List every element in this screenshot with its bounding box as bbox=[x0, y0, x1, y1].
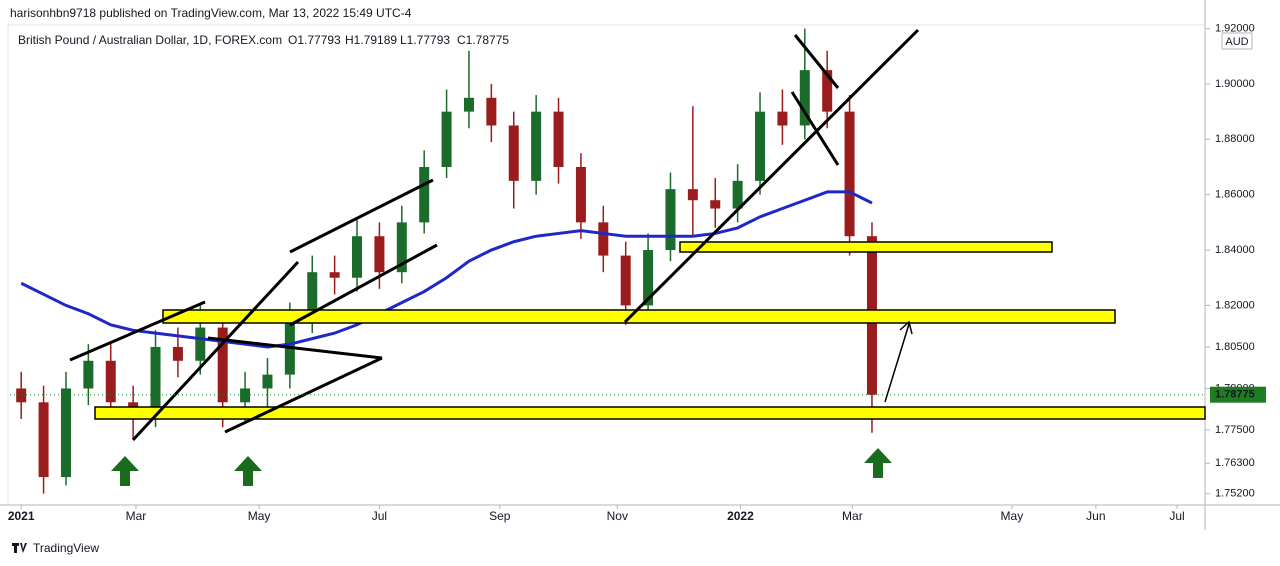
y-tick-label: 1.86000 bbox=[1215, 189, 1255, 201]
candle-body bbox=[441, 111, 452, 168]
trend-line bbox=[289, 178, 434, 254]
low: L1.77793 bbox=[400, 33, 450, 47]
last-price-label: 1.78775 bbox=[1215, 389, 1255, 401]
symbol: British Pound / Australian Dollar, 1D, F… bbox=[18, 33, 282, 47]
candle-body bbox=[38, 402, 49, 478]
trend-line bbox=[623, 28, 920, 324]
up-arrow bbox=[111, 456, 139, 486]
candle-body bbox=[16, 388, 27, 403]
y-tick-label: 1.92000 bbox=[1215, 23, 1255, 35]
candle-body bbox=[307, 272, 318, 320]
x-tick-label: May bbox=[248, 509, 271, 523]
candle-body bbox=[396, 222, 407, 273]
up-arrow bbox=[864, 448, 892, 478]
zone bbox=[94, 406, 1206, 420]
currency: AUD bbox=[1225, 36, 1248, 48]
x-tick-label: Nov bbox=[607, 509, 628, 523]
candle-body bbox=[329, 272, 340, 278]
candle-body bbox=[844, 111, 855, 237]
y-tick-label: 1.82000 bbox=[1215, 299, 1255, 311]
publisher: harisonhbn9718 published on TradingView.… bbox=[10, 6, 412, 20]
logo bbox=[12, 543, 27, 553]
candle-body bbox=[822, 70, 833, 112]
brand: TradingView bbox=[33, 541, 99, 555]
close: C1.78775 bbox=[457, 33, 509, 47]
candle-body bbox=[620, 255, 631, 306]
currency-box bbox=[1221, 32, 1253, 50]
plot-frame bbox=[7, 24, 1206, 506]
trend-line bbox=[790, 91, 840, 166]
zone bbox=[679, 241, 1053, 253]
x-tick-label: May bbox=[1001, 509, 1024, 523]
candle-body bbox=[755, 111, 766, 181]
candle-body bbox=[463, 97, 474, 112]
candle-body bbox=[799, 70, 810, 126]
candle-body bbox=[150, 346, 161, 417]
up-arrow bbox=[234, 456, 262, 486]
trend-line bbox=[793, 34, 840, 89]
y-tick-label: 1.75200 bbox=[1215, 488, 1255, 500]
y-tick-label: 1.84000 bbox=[1215, 244, 1255, 256]
candle-body bbox=[262, 374, 273, 389]
candle-body bbox=[508, 125, 519, 181]
candle-body bbox=[195, 327, 206, 361]
candle-body bbox=[777, 111, 788, 126]
candle-body bbox=[710, 200, 721, 209]
trend-line bbox=[289, 243, 438, 327]
trend-line bbox=[69, 300, 206, 362]
trend-line bbox=[131, 260, 300, 442]
x-tick-label: Mar bbox=[842, 509, 863, 523]
open: O1.77793 bbox=[288, 33, 341, 47]
high: H1.79189 bbox=[345, 33, 397, 47]
arrow bbox=[884, 320, 913, 403]
candle-body bbox=[217, 327, 228, 403]
candle-body bbox=[352, 236, 363, 278]
candle-body bbox=[665, 189, 676, 251]
trend-line bbox=[207, 336, 383, 360]
candle-body bbox=[419, 167, 430, 223]
y-tick-label: 1.80500 bbox=[1215, 341, 1255, 353]
y-tick-label: 1.76300 bbox=[1215, 457, 1255, 469]
x-tick-label: Jun bbox=[1086, 509, 1105, 523]
x-tick-label: 2021 bbox=[8, 509, 35, 523]
last-price-box bbox=[1210, 386, 1266, 403]
y-tick-label: 1.90000 bbox=[1215, 78, 1255, 90]
candle-body bbox=[643, 250, 654, 306]
y-tick-label: 1.77500 bbox=[1215, 424, 1255, 436]
drawings bbox=[69, 28, 1206, 442]
x-tick-label: Mar bbox=[126, 509, 147, 523]
candle-body bbox=[105, 360, 116, 403]
candle-body bbox=[575, 167, 586, 223]
candle-body bbox=[486, 97, 497, 126]
up-arrows bbox=[111, 448, 892, 486]
candle-body bbox=[83, 360, 94, 389]
x-tick-label: Sep bbox=[489, 509, 511, 523]
trend-line bbox=[224, 356, 383, 434]
candle-body bbox=[531, 111, 542, 181]
x-tick-label: Jul bbox=[372, 509, 387, 523]
x-tick-label: Jul bbox=[1169, 509, 1184, 523]
x-tick-label: 2022 bbox=[727, 509, 754, 523]
candle-body bbox=[374, 236, 385, 273]
moving-average bbox=[20, 190, 873, 349]
candle-body bbox=[553, 111, 564, 168]
candle-body bbox=[687, 189, 698, 201]
candle-body bbox=[732, 180, 743, 209]
candle-body bbox=[172, 346, 183, 361]
candle-body bbox=[60, 388, 71, 478]
marks bbox=[16, 28, 877, 494]
candle-body bbox=[240, 388, 251, 403]
y-tick-label: 1.88000 bbox=[1215, 133, 1255, 145]
candle-body bbox=[598, 222, 609, 256]
